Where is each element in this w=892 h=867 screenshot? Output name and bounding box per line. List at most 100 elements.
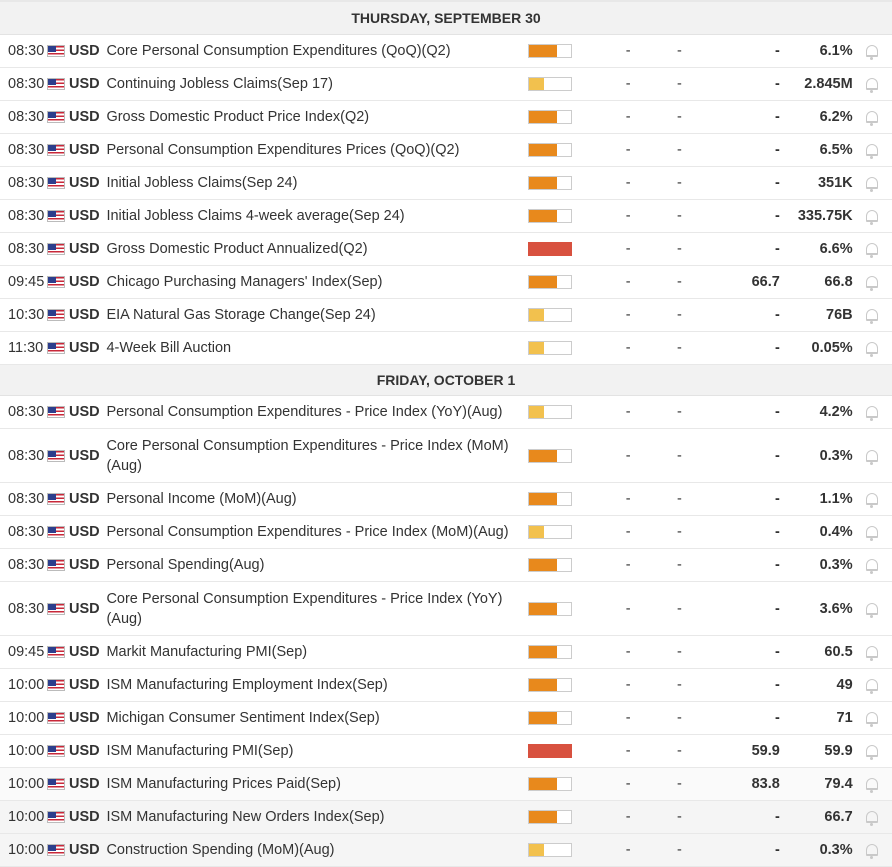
event-actual: - [625,677,631,693]
impact-indicator [527,810,603,824]
bell-icon[interactable] [853,210,892,225]
event-name[interactable]: Construction Spending (MoM)(Aug) [106,842,335,858]
event-currency: USD [69,175,100,191]
event-name[interactable]: Initial Jobless Claims(Sep 24) [106,175,298,191]
event-row[interactable]: 08:30 USD Personal Spending(Aug) - - - 0… [0,549,892,582]
event-previous: 79.4 [824,776,853,792]
bell-icon[interactable] [853,449,892,465]
event-actual: - [625,743,631,759]
impact-indicator [527,242,603,256]
event-row[interactable]: 09:45 USD Markit Manufacturing PMI(Sep) … [0,636,892,669]
bell-icon[interactable] [853,45,892,60]
event-name[interactable]: Core Personal Consumption Expenditures (… [106,43,451,59]
event-row[interactable]: 10:00 USD Construction Spending (MoM)(Au… [0,834,892,867]
event-previous: 71 [836,710,853,726]
event-time: 10:30 [8,307,45,323]
bell-icon[interactable] [853,526,892,541]
event-row[interactable]: 08:30 USD Core Personal Consumption Expe… [0,582,892,636]
bell-icon[interactable] [853,111,892,126]
event-actual: - [625,809,631,825]
bell-icon[interactable] [853,679,892,694]
event-name[interactable]: Initial Jobless Claims 4-week average(Se… [106,208,405,224]
event-row[interactable]: 08:30 USD Gross Domestic Product Price I… [0,101,892,134]
event-name[interactable]: Personal Consumption Expenditures - Pric… [106,524,509,540]
event-consensus: - [774,491,780,507]
impact-indicator [527,711,603,725]
bell-icon[interactable] [853,406,892,421]
event-row[interactable]: 08:30 USD Personal Consumption Expenditu… [0,396,892,429]
bell-icon[interactable] [853,559,892,574]
event-row[interactable]: 08:30 USD Core Personal Consumption Expe… [0,35,892,68]
event-forecast: - [676,175,682,191]
event-forecast: - [676,710,682,726]
event-time: 10:00 [8,743,45,759]
event-name[interactable]: Personal Consumption Expenditures Prices… [106,142,460,158]
bell-icon[interactable] [853,602,892,618]
event-currency: USD [69,809,100,825]
event-row[interactable]: 10:00 USD ISM Manufacturing New Orders I… [0,801,892,834]
event-row[interactable]: 11:30 USD 4-Week Bill Auction - - - 0.05… [0,332,892,365]
event-name[interactable]: 4-Week Bill Auction [106,340,232,356]
event-name[interactable]: Markit Manufacturing PMI(Sep) [106,644,308,660]
event-name[interactable]: Core Personal Consumption Expenditures -… [106,590,503,627]
bell-icon[interactable] [853,778,892,793]
event-row[interactable]: 10:00 USD ISM Manufacturing PMI(Sep) - -… [0,735,892,768]
event-name[interactable]: ISM Manufacturing Prices Paid(Sep) [106,776,341,792]
event-row[interactable]: 08:30 USD Core Personal Consumption Expe… [0,429,892,483]
bell-icon[interactable] [853,309,892,324]
event-previous: 3.6% [819,600,853,617]
event-actual: - [625,175,631,191]
event-row[interactable]: 08:30 USD Initial Jobless Claims 4-week … [0,200,892,233]
event-row[interactable]: 09:45 USD Chicago Purchasing Managers' I… [0,266,892,299]
us-flag-icon [47,449,69,462]
event-actual: - [625,404,631,420]
event-previous: 66.7 [824,809,853,825]
bell-icon[interactable] [853,78,892,93]
bell-icon[interactable] [853,811,892,826]
event-consensus: - [774,109,780,125]
bell-icon[interactable] [853,646,892,661]
event-name[interactable]: ISM Manufacturing Employment Index(Sep) [106,677,388,693]
event-name[interactable]: Michigan Consumer Sentiment Index(Sep) [106,710,380,726]
bell-icon[interactable] [853,493,892,508]
event-row[interactable]: 10:30 USD EIA Natural Gas Storage Change… [0,299,892,332]
event-name[interactable]: Personal Consumption Expenditures - Pric… [106,404,503,420]
us-flag-icon [47,526,69,538]
us-flag-icon [47,712,69,724]
event-currency: USD [69,404,100,420]
event-row[interactable]: 08:30 USD Personal Consumption Expenditu… [0,516,892,549]
event-name[interactable]: Continuing Jobless Claims(Sep 17) [106,76,333,92]
event-previous: 6.5% [819,142,853,158]
event-name[interactable]: ISM Manufacturing PMI(Sep) [106,743,294,759]
event-name[interactable]: EIA Natural Gas Storage Change(Sep 24) [106,307,376,323]
event-name[interactable]: Gross Domestic Product Price Index(Q2) [106,109,370,125]
event-actual: - [625,776,631,792]
event-row[interactable]: 08:30 USD Initial Jobless Claims(Sep 24)… [0,167,892,200]
us-flag-icon [47,679,69,691]
bell-icon[interactable] [853,177,892,192]
event-name[interactable]: Core Personal Consumption Expenditures -… [106,437,509,474]
event-row[interactable]: 08:30 USD Gross Domestic Product Annuali… [0,233,892,266]
event-name[interactable]: Personal Income (MoM)(Aug) [106,491,297,507]
event-row[interactable]: 08:30 USD Continuing Jobless Claims(Sep … [0,68,892,101]
bell-icon[interactable] [853,243,892,258]
bell-icon[interactable] [853,712,892,727]
event-row[interactable]: 08:30 USD Personal Income (MoM)(Aug) - -… [0,483,892,516]
bell-icon[interactable] [853,844,892,859]
event-row[interactable]: 08:30 USD Personal Consumption Expenditu… [0,134,892,167]
event-previous: 0.3% [819,842,853,858]
event-name[interactable]: ISM Manufacturing New Orders Index(Sep) [106,809,385,825]
bell-icon[interactable] [853,276,892,291]
event-name[interactable]: Personal Spending(Aug) [106,557,265,573]
bell-icon[interactable] [853,342,892,357]
event-row[interactable]: 10:00 USD ISM Manufacturing Employment I… [0,669,892,702]
event-actual: - [625,644,631,660]
event-row[interactable]: 10:00 USD Michigan Consumer Sentiment In… [0,702,892,735]
event-name[interactable]: Gross Domestic Product Annualized(Q2) [106,241,368,257]
event-actual: - [625,307,631,323]
event-time: 08:30 [8,109,45,125]
event-name[interactable]: Chicago Purchasing Managers' Index(Sep) [106,274,383,290]
bell-icon[interactable] [853,144,892,159]
bell-icon[interactable] [853,745,892,760]
event-row[interactable]: 10:00 USD ISM Manufacturing Prices Paid(… [0,768,892,801]
